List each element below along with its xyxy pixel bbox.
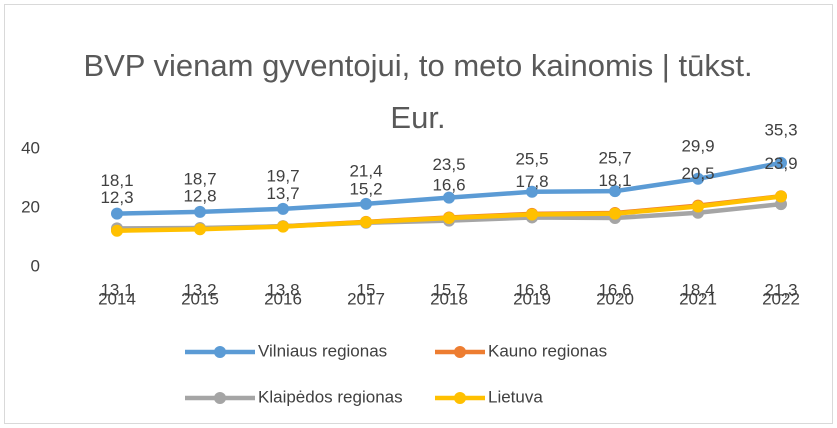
legend-marker (214, 346, 226, 358)
point (775, 156, 787, 169)
point (609, 207, 621, 220)
y-tick-label: 40 (21, 138, 40, 157)
point (692, 200, 704, 213)
legend-label: Lietuva (488, 387, 543, 406)
data-label: 18,4 (681, 280, 714, 299)
x-tick-label: 2020 (596, 289, 634, 308)
point (526, 208, 538, 221)
point (775, 190, 787, 203)
legend-label: Klaipėdos regionas (258, 387, 403, 406)
legend-marker (454, 346, 466, 358)
data-label: 15,2 (349, 180, 382, 199)
x-tick-label: 2017 (347, 289, 385, 308)
data-label: 25,7 (598, 149, 631, 168)
data-label: 19,7 (266, 166, 299, 185)
data-label: 25,5 (515, 149, 548, 168)
chart-title: BVP vienam gyventojui, to meto kainomis … (83, 48, 753, 135)
point (443, 191, 455, 204)
data-label: 18,1 (598, 171, 631, 190)
y-tick-label: 0 (31, 256, 40, 275)
x-tick-label: 2019 (513, 289, 551, 308)
data-label: 12,3 (100, 188, 133, 207)
point (609, 185, 621, 198)
data-label: 29,9 (681, 136, 714, 155)
data-label: 16,8 (515, 280, 548, 299)
x-tick-label: 2015 (181, 289, 219, 308)
data-label: 23,9 (764, 154, 797, 173)
point (194, 223, 206, 236)
point (360, 197, 372, 210)
x-tick-label: 2021 (679, 289, 717, 308)
legend-marker (454, 392, 466, 404)
data-label: 20,5 (681, 164, 714, 183)
data-label: 15 (357, 280, 376, 299)
legend-marker (214, 392, 226, 404)
data-label: 12,8 (183, 187, 216, 206)
point (277, 220, 289, 233)
point (526, 185, 538, 198)
data-label: 13,7 (266, 184, 299, 203)
data-label: 13,2 (183, 280, 216, 299)
legend-label: Kauno regionas (488, 341, 607, 360)
data-label: 13,1 (100, 280, 133, 299)
data-label: 18,1 (100, 171, 133, 190)
point (194, 205, 206, 218)
point (111, 224, 123, 237)
point (443, 212, 455, 225)
data-label: 21,4 (349, 161, 382, 180)
data-label: 35,3 (764, 120, 797, 139)
data-label: 18,7 (183, 169, 216, 188)
point (111, 207, 123, 220)
x-tick-label: 2022 (762, 289, 800, 308)
point (277, 202, 289, 215)
point (692, 172, 704, 185)
x-tick-label: 2018 (430, 289, 468, 308)
x-tick-label: 2016 (264, 289, 302, 308)
data-label: 16,6 (432, 176, 465, 195)
data-label: 21,3 (764, 280, 797, 299)
data-label: 17,8 (515, 172, 548, 191)
data-label: 16,6 (598, 280, 631, 299)
x-tick-label: 2014 (98, 289, 136, 308)
data-label: 15,7 (432, 280, 465, 299)
y-tick-label: 20 (21, 197, 40, 216)
legend-label: Vilniaus regionas (258, 341, 387, 360)
data-label: 23,5 (432, 155, 465, 174)
point (360, 216, 372, 229)
data-label: 13,8 (266, 280, 299, 299)
